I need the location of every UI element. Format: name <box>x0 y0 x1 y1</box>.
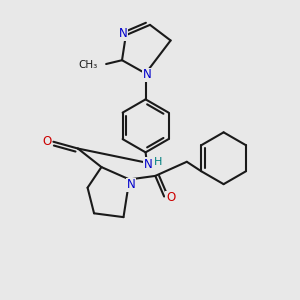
Text: N: N <box>144 158 152 171</box>
Text: CH₃: CH₃ <box>78 61 97 70</box>
Text: H: H <box>154 157 162 167</box>
Text: O: O <box>42 135 52 148</box>
Text: N: N <box>118 27 127 40</box>
Text: O: O <box>166 191 175 205</box>
Text: N: N <box>127 178 135 191</box>
Text: N: N <box>143 68 152 81</box>
